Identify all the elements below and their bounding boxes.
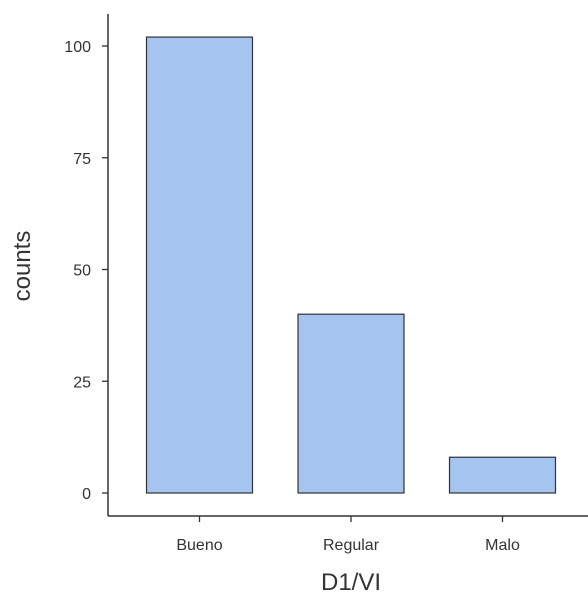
bar-bueno [145,36,254,494]
y-tick-label: 50 [73,263,91,280]
bar-malo [448,456,557,494]
x-tick-label: Bueno [176,537,222,554]
x-tick-label: Malo [485,537,520,554]
y-tick-label: 75 [73,151,91,168]
x-tick-label: Regular [323,537,380,554]
bar-regular [297,313,405,494]
y-axis-title: counts [9,231,36,302]
x-axis: Bueno Regular Malo [108,515,588,554]
bars-group [145,36,557,494]
y-tick-label: 25 [73,374,91,391]
x-axis-title: D1/VI [321,569,381,596]
y-tick-label: 100 [64,39,91,56]
y-tick-label: 0 [82,486,91,503]
y-axis: 0 25 50 75 100 [64,14,109,516]
